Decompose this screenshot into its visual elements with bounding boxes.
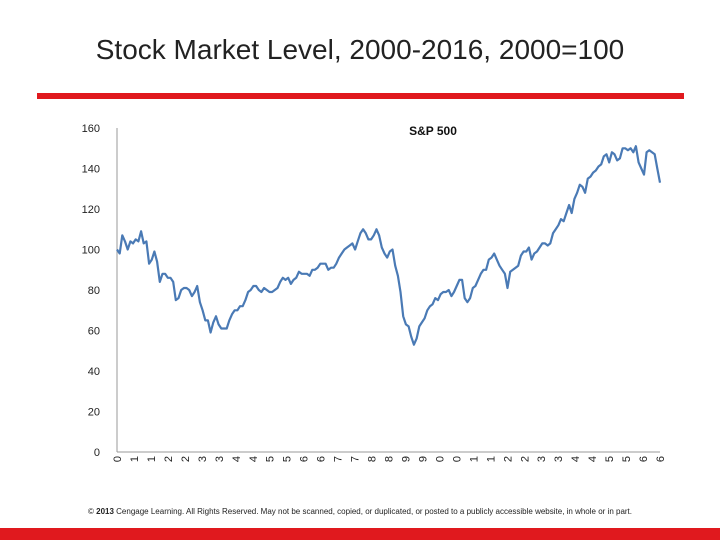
x-tick-label: 2002 <box>180 456 192 462</box>
y-tick-label: 60 <box>88 326 100 338</box>
footer-year: 2013 <box>96 507 114 516</box>
y-tick-label: 100 <box>82 245 100 257</box>
x-tick-label: 2007 <box>333 456 345 462</box>
x-tick-label: 2013 <box>536 456 548 462</box>
x-tick-label: 2008 <box>367 456 379 462</box>
x-tick-label: 2007 <box>350 456 362 462</box>
x-tick-label: 2011 <box>468 456 480 462</box>
title-divider-bar <box>37 93 684 99</box>
chart-title: S&P 500 <box>409 124 457 138</box>
series-line-sp500 <box>116 145 662 346</box>
y-tick-label: 80 <box>88 285 100 297</box>
y-tick-label: 120 <box>82 204 100 216</box>
footer-text: Cengage Learning. All Rights Reserved. M… <box>113 507 632 516</box>
x-tick-label: 2000 <box>112 456 124 462</box>
x-tick-label: 2012 <box>502 456 514 462</box>
slide-title: Stock Market Level, 2000-2016, 2000=100 <box>95 34 625 65</box>
x-tick-label: 2012 <box>519 456 531 462</box>
copyright-footer: © 2013 Cengage Learning. All Rights Rese… <box>0 507 720 516</box>
x-tick-label: 2009 <box>400 456 412 462</box>
chart-container: 0 20 40 60 80 100 120 140 160 2000 2001 2001 2002 20… <box>50 110 685 462</box>
x-tick-label: 2006 <box>316 456 328 462</box>
x-tick-label: 2016 <box>638 456 650 462</box>
x-tick-label: 2015 <box>621 456 633 462</box>
x-tick-label: 2010 <box>434 456 446 462</box>
x-tick-label: 2009 <box>417 456 429 462</box>
x-tick-label: 2003 <box>214 456 226 462</box>
sp500-line-chart: 0 20 40 60 80 100 120 140 160 2000 2001 2001 2002 20… <box>82 123 667 462</box>
x-tick-label: 2011 <box>485 456 497 462</box>
x-tick-label: 2001 <box>146 456 158 462</box>
x-tick-label: 2015 <box>604 456 616 462</box>
x-tick-label: 2013 <box>553 456 565 462</box>
y-tick-label: 160 <box>82 123 100 135</box>
y-tick-label: 20 <box>88 407 100 419</box>
x-tick-label: 2006 <box>299 456 311 462</box>
x-tick-label: 2005 <box>282 456 294 462</box>
bottom-accent-bar <box>0 528 720 540</box>
y-tick-label: 40 <box>88 366 100 378</box>
x-tick-label: 2004 <box>248 456 260 462</box>
x-tick-label: 2002 <box>163 456 175 462</box>
y-tick-label: 140 <box>82 164 100 176</box>
y-tick-label: 0 <box>94 447 100 459</box>
x-tick-label: 2004 <box>231 456 243 462</box>
footer-prefix: © <box>88 507 97 516</box>
x-tick-label: 2016 <box>655 456 667 462</box>
x-tick-label: 2005 <box>265 456 277 462</box>
x-tick-label: 2008 <box>384 456 396 462</box>
x-tick-label: 2010 <box>451 456 463 462</box>
x-tick-label: 2001 <box>129 456 141 462</box>
x-tick-label: 2003 <box>197 456 209 462</box>
